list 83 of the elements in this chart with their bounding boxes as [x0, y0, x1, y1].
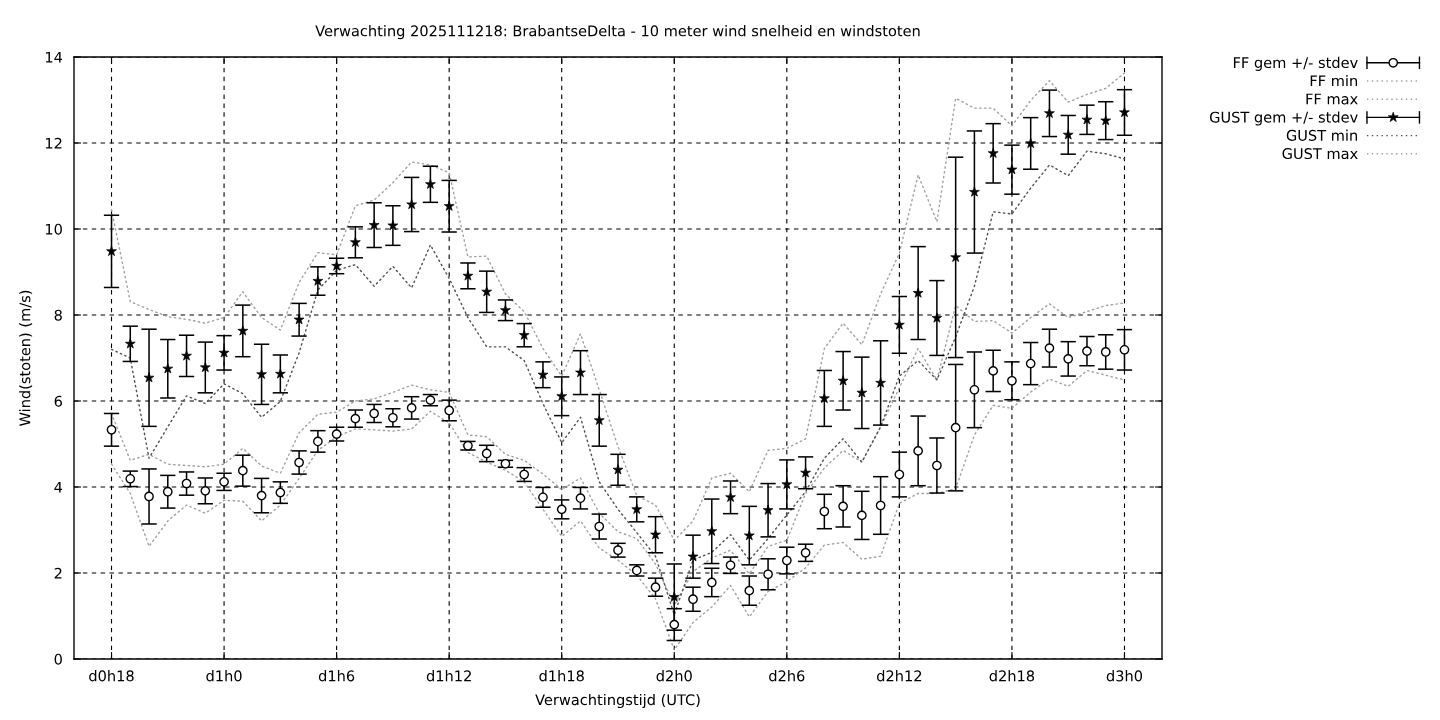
x-axis-title: Verwachtingstijd (UTC): [535, 693, 700, 709]
point: [575, 493, 586, 504]
point: [800, 547, 811, 558]
point: [819, 506, 830, 517]
point: [275, 487, 286, 498]
point: [650, 582, 661, 593]
point: [481, 448, 492, 459]
y-tick-label: 6: [54, 395, 62, 407]
x-tick-label: d1h6: [318, 670, 355, 682]
point: [706, 577, 717, 588]
point: [838, 501, 848, 512]
point: [237, 465, 248, 476]
y-axis-title: Wind(stoten) (m/s): [19, 290, 33, 426]
x-tick-label: d2h12: [877, 670, 922, 682]
x-tick-label: d2h18: [989, 670, 1035, 682]
y-tick-label: 8: [54, 309, 62, 321]
y-tick-label: 2: [54, 567, 62, 579]
point: [256, 490, 267, 501]
point: [331, 429, 342, 439]
line-series: [110, 72, 1126, 542]
point: [857, 510, 867, 521]
point: [613, 545, 623, 556]
legend-label: GUST min: [1286, 129, 1357, 141]
point: [594, 521, 605, 532]
y-tick-label: 4: [54, 481, 63, 493]
x-tick-label: d1h12: [426, 670, 471, 682]
point: [631, 565, 642, 576]
point: [763, 569, 773, 580]
point: [519, 469, 530, 480]
point: [181, 478, 192, 489]
y-tick-label: 10: [45, 223, 62, 235]
point: [369, 408, 379, 419]
x-tick-label: d2h6: [769, 670, 805, 682]
point: [669, 619, 680, 630]
legend-label: GUST gem +/- stdev: [1209, 111, 1358, 126]
point: [894, 469, 905, 480]
point: [106, 424, 117, 435]
point: [313, 436, 323, 447]
x-tick-label: d1h18: [539, 670, 584, 682]
point: [1082, 346, 1092, 356]
point: [388, 412, 398, 423]
point: [294, 457, 304, 468]
point: [1063, 353, 1074, 364]
x-tick-label: d1h0: [206, 670, 242, 682]
point: [219, 476, 229, 487]
point: [988, 366, 999, 376]
chart-title: Verwachting 2025111218: BrabantseDelta - 10 meter wind snelheid en windstoten: [315, 25, 920, 40]
point: [1025, 358, 1036, 369]
y-tick-label: 0: [54, 653, 62, 665]
point: [1100, 347, 1111, 357]
point: [406, 403, 417, 413]
point: [1044, 343, 1055, 353]
point: [350, 413, 361, 424]
point: [1119, 344, 1130, 355]
point: [744, 585, 755, 596]
line-series: [110, 150, 1126, 616]
point: [688, 594, 698, 605]
point: [969, 384, 980, 395]
y-tick-label: 14: [45, 51, 63, 63]
y-tick-label: 12: [45, 137, 62, 149]
point: [463, 440, 473, 451]
point: [200, 486, 211, 496]
point: [913, 446, 923, 456]
legend-label: FF min: [1310, 75, 1357, 87]
line-series: [110, 302, 1126, 606]
point: [144, 491, 154, 502]
point: [875, 500, 886, 511]
x-tick-label: d0h18: [89, 670, 134, 682]
legend-label: GUST max: [1282, 148, 1358, 160]
point: [444, 405, 455, 416]
point: [556, 504, 567, 515]
point: [781, 555, 792, 566]
legend-label: FF max: [1306, 93, 1358, 105]
point: [162, 486, 173, 497]
point: [125, 473, 136, 484]
point: [1007, 375, 1017, 386]
legend-label: FF gem +/- stdev: [1233, 56, 1358, 71]
x-tick-label: d3h0: [1106, 670, 1143, 682]
point: [725, 560, 736, 571]
point: [538, 492, 548, 503]
point: [950, 422, 961, 433]
x-tick-label: d2h0: [656, 670, 692, 682]
point: [932, 460, 942, 471]
